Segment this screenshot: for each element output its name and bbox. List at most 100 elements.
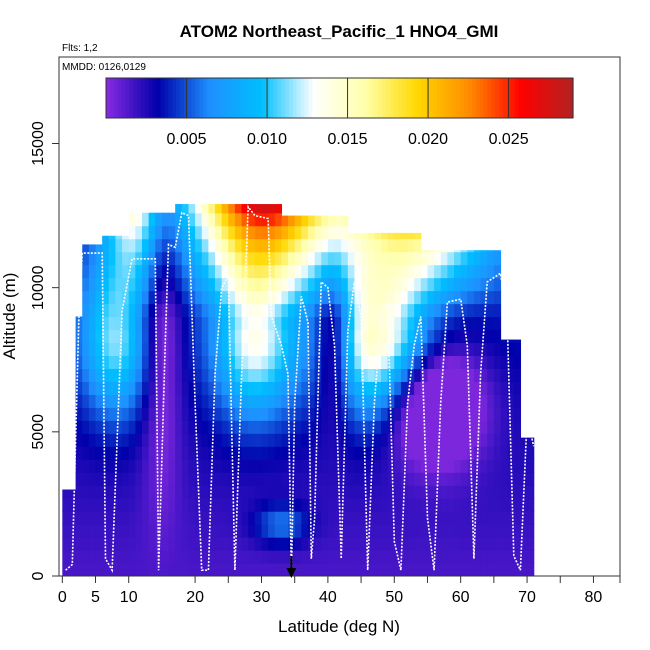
heatmap-cell <box>88 459 97 473</box>
heatmap-cell <box>175 563 183 576</box>
heatmap-cell <box>155 472 163 486</box>
x-tick-label: 20 <box>186 589 204 606</box>
colorbar-segment <box>222 78 228 118</box>
heatmap-cell <box>75 355 83 369</box>
heatmap-cell <box>234 204 243 214</box>
colorbar-segment <box>343 78 348 118</box>
heatmap-cell <box>108 303 117 318</box>
heatmap-cell <box>314 329 322 344</box>
heatmap-cell <box>208 563 216 576</box>
heatmap-cell <box>367 433 375 447</box>
heatmap-cell <box>327 394 336 408</box>
heatmap-cell <box>228 225 236 240</box>
heatmap-cell <box>314 550 322 564</box>
heatmap-cell <box>387 407 395 421</box>
heatmap-cell <box>261 511 269 525</box>
heatmap-cell <box>148 407 156 421</box>
heatmap-cell <box>88 277 97 292</box>
colorbar-segment <box>495 78 500 118</box>
heatmap-cell <box>228 355 236 369</box>
heatmap-cell <box>288 433 296 447</box>
heatmap-cell <box>201 550 209 564</box>
heatmap-cell <box>115 563 123 576</box>
heatmap-cell <box>161 459 170 473</box>
heatmap-cell <box>354 563 362 576</box>
heatmap-cell <box>347 342 356 357</box>
colorbar-segment <box>253 78 259 118</box>
heatmap-cell <box>215 238 223 253</box>
heatmap-cell <box>460 303 468 318</box>
heatmap-cell <box>274 433 283 447</box>
heatmap-cell <box>181 329 190 344</box>
heatmap-cell <box>294 524 302 538</box>
heatmap-cell <box>301 420 309 434</box>
heatmap-cell <box>181 498 190 512</box>
heatmap-cell <box>321 329 329 344</box>
heatmap-cell <box>195 537 203 551</box>
heatmap-cell <box>148 511 156 525</box>
heatmap-cell <box>434 407 442 421</box>
heatmap-cell <box>473 472 482 486</box>
heatmap-cell <box>427 316 435 331</box>
heatmap-cell <box>175 277 183 292</box>
heatmap-cell <box>321 420 329 434</box>
heatmap-cell <box>248 563 256 576</box>
heatmap-cell <box>480 277 488 292</box>
heatmap-cell <box>102 446 110 460</box>
heatmap-cell <box>487 251 495 266</box>
heatmap-cell <box>274 485 283 499</box>
heatmap-cell <box>321 303 329 318</box>
heatmap-cell <box>301 355 309 369</box>
heatmap-cell <box>141 316 150 331</box>
heatmap-cell <box>161 446 170 460</box>
heatmap-cell <box>228 316 236 331</box>
heatmap-cell <box>400 277 409 292</box>
heatmap-cell <box>221 381 229 395</box>
heatmap-cell <box>248 238 256 253</box>
heatmap-cell <box>161 498 170 512</box>
heatmap-cell <box>420 394 429 408</box>
heatmap-cell <box>367 303 375 318</box>
heatmap-cell <box>400 316 409 331</box>
heatmap-cell <box>195 329 203 344</box>
heatmap-cell <box>513 355 522 369</box>
heatmap-cell <box>95 433 103 447</box>
heatmap-cell <box>294 368 302 382</box>
heatmap-cell <box>341 459 349 473</box>
heatmap-cell <box>493 290 502 305</box>
heatmap-cell <box>454 563 462 576</box>
colorbar-segment <box>296 78 302 118</box>
heatmap-cell <box>473 394 482 408</box>
heatmap-cell <box>221 329 229 344</box>
heatmap-cell <box>307 511 316 525</box>
heatmap-cell <box>347 290 356 305</box>
heatmap-cell <box>420 355 429 369</box>
heatmap-cell <box>122 485 130 499</box>
colorbar-segment <box>335 78 341 118</box>
heatmap-cell <box>440 563 448 576</box>
heatmap-cell <box>473 407 482 421</box>
heatmap-cell <box>102 381 110 395</box>
heatmap-cell <box>473 264 482 279</box>
heatmap-cell <box>400 420 409 434</box>
heatmap-cell <box>195 355 203 369</box>
heatmap-cell <box>334 355 342 369</box>
heatmap-cell <box>527 437 535 447</box>
heatmap-cell <box>281 498 289 512</box>
heatmap-cell <box>208 355 216 369</box>
heatmap-cell <box>82 524 90 538</box>
heatmap-cell <box>128 264 136 279</box>
heatmap-cell <box>507 498 515 512</box>
heatmap-cell <box>168 524 176 538</box>
heatmap-cell <box>321 225 329 240</box>
heatmap-cell <box>507 368 515 382</box>
heatmap-cell <box>380 511 389 525</box>
heatmap-cell <box>420 524 429 538</box>
heatmap-cell <box>155 446 163 460</box>
colorbar-segment <box>514 78 520 118</box>
heatmap-cell <box>513 459 522 473</box>
heatmap-cell <box>347 368 356 382</box>
heatmap-cell <box>394 381 402 395</box>
heatmap-cell <box>513 550 522 564</box>
heatmap-cell <box>288 238 296 253</box>
